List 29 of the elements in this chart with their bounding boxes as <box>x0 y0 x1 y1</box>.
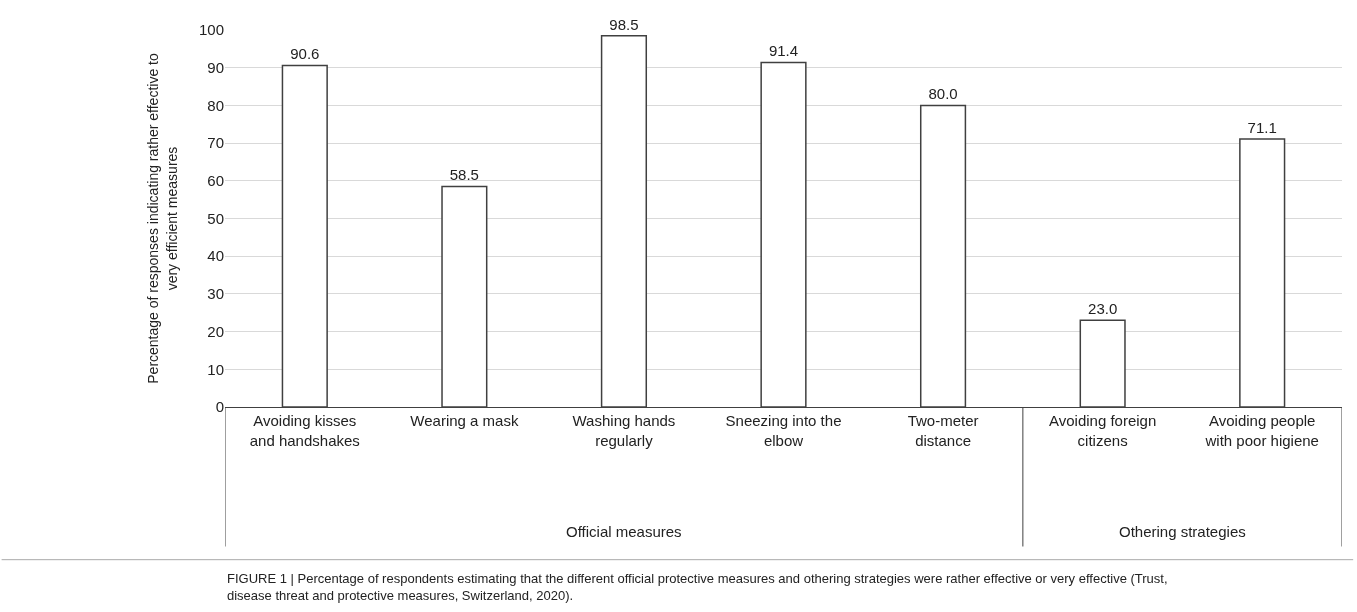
y-tick-label: 30 <box>207 285 224 303</box>
x-tick-label: Avoiding people with poor higiene <box>1204 412 1319 449</box>
y-tick-label: 100 <box>198 21 224 39</box>
data-label: 91.4 <box>768 42 799 60</box>
x-tick-label: Washing hands regularly <box>572 412 676 449</box>
y-tick-label: 20 <box>207 322 224 340</box>
caption: FIGURE 1 | Percentage of respondents estimating that the different official protective measures and othering strategies were rather effective or very effective (Trust, disease threat and protective measures, Switzerland, 2020). <box>227 571 1168 603</box>
x-tick-label: Avoiding foreign citizens <box>1048 412 1157 449</box>
data-label: 58.5 <box>449 166 479 184</box>
data-label: 23.0 <box>1088 300 1118 318</box>
x-tick-label: Two-meter distance <box>907 412 979 449</box>
data-label: 90.6 <box>290 45 320 63</box>
y-tick-label: 90 <box>207 58 224 76</box>
y-tick-label: 10 <box>207 360 224 378</box>
data-label: 80.0 <box>928 85 958 103</box>
y-tick-label: 50 <box>207 209 224 227</box>
x-tick-label: Avoiding kisses and handshakes <box>249 412 360 449</box>
y-tick-label: 80 <box>207 96 224 114</box>
x-tick-label: Sneezing into the elbow <box>725 412 842 449</box>
y-tick-label: 0 <box>215 398 224 416</box>
data-label: 98.5 <box>609 15 639 33</box>
text: Othering strategies <box>1119 523 1246 540</box>
y-tick-label: 70 <box>207 134 224 152</box>
text: Official measures <box>566 523 682 540</box>
data-label: 71.1 <box>1247 118 1277 136</box>
y-tick-label: 60 <box>207 172 224 190</box>
y-axis-title: Percentage of responses indicating rather effective to very efficient measures <box>145 53 180 384</box>
y-tick-label: 40 <box>207 247 224 265</box>
x-tick-label: Wearing a mask <box>410 412 519 429</box>
